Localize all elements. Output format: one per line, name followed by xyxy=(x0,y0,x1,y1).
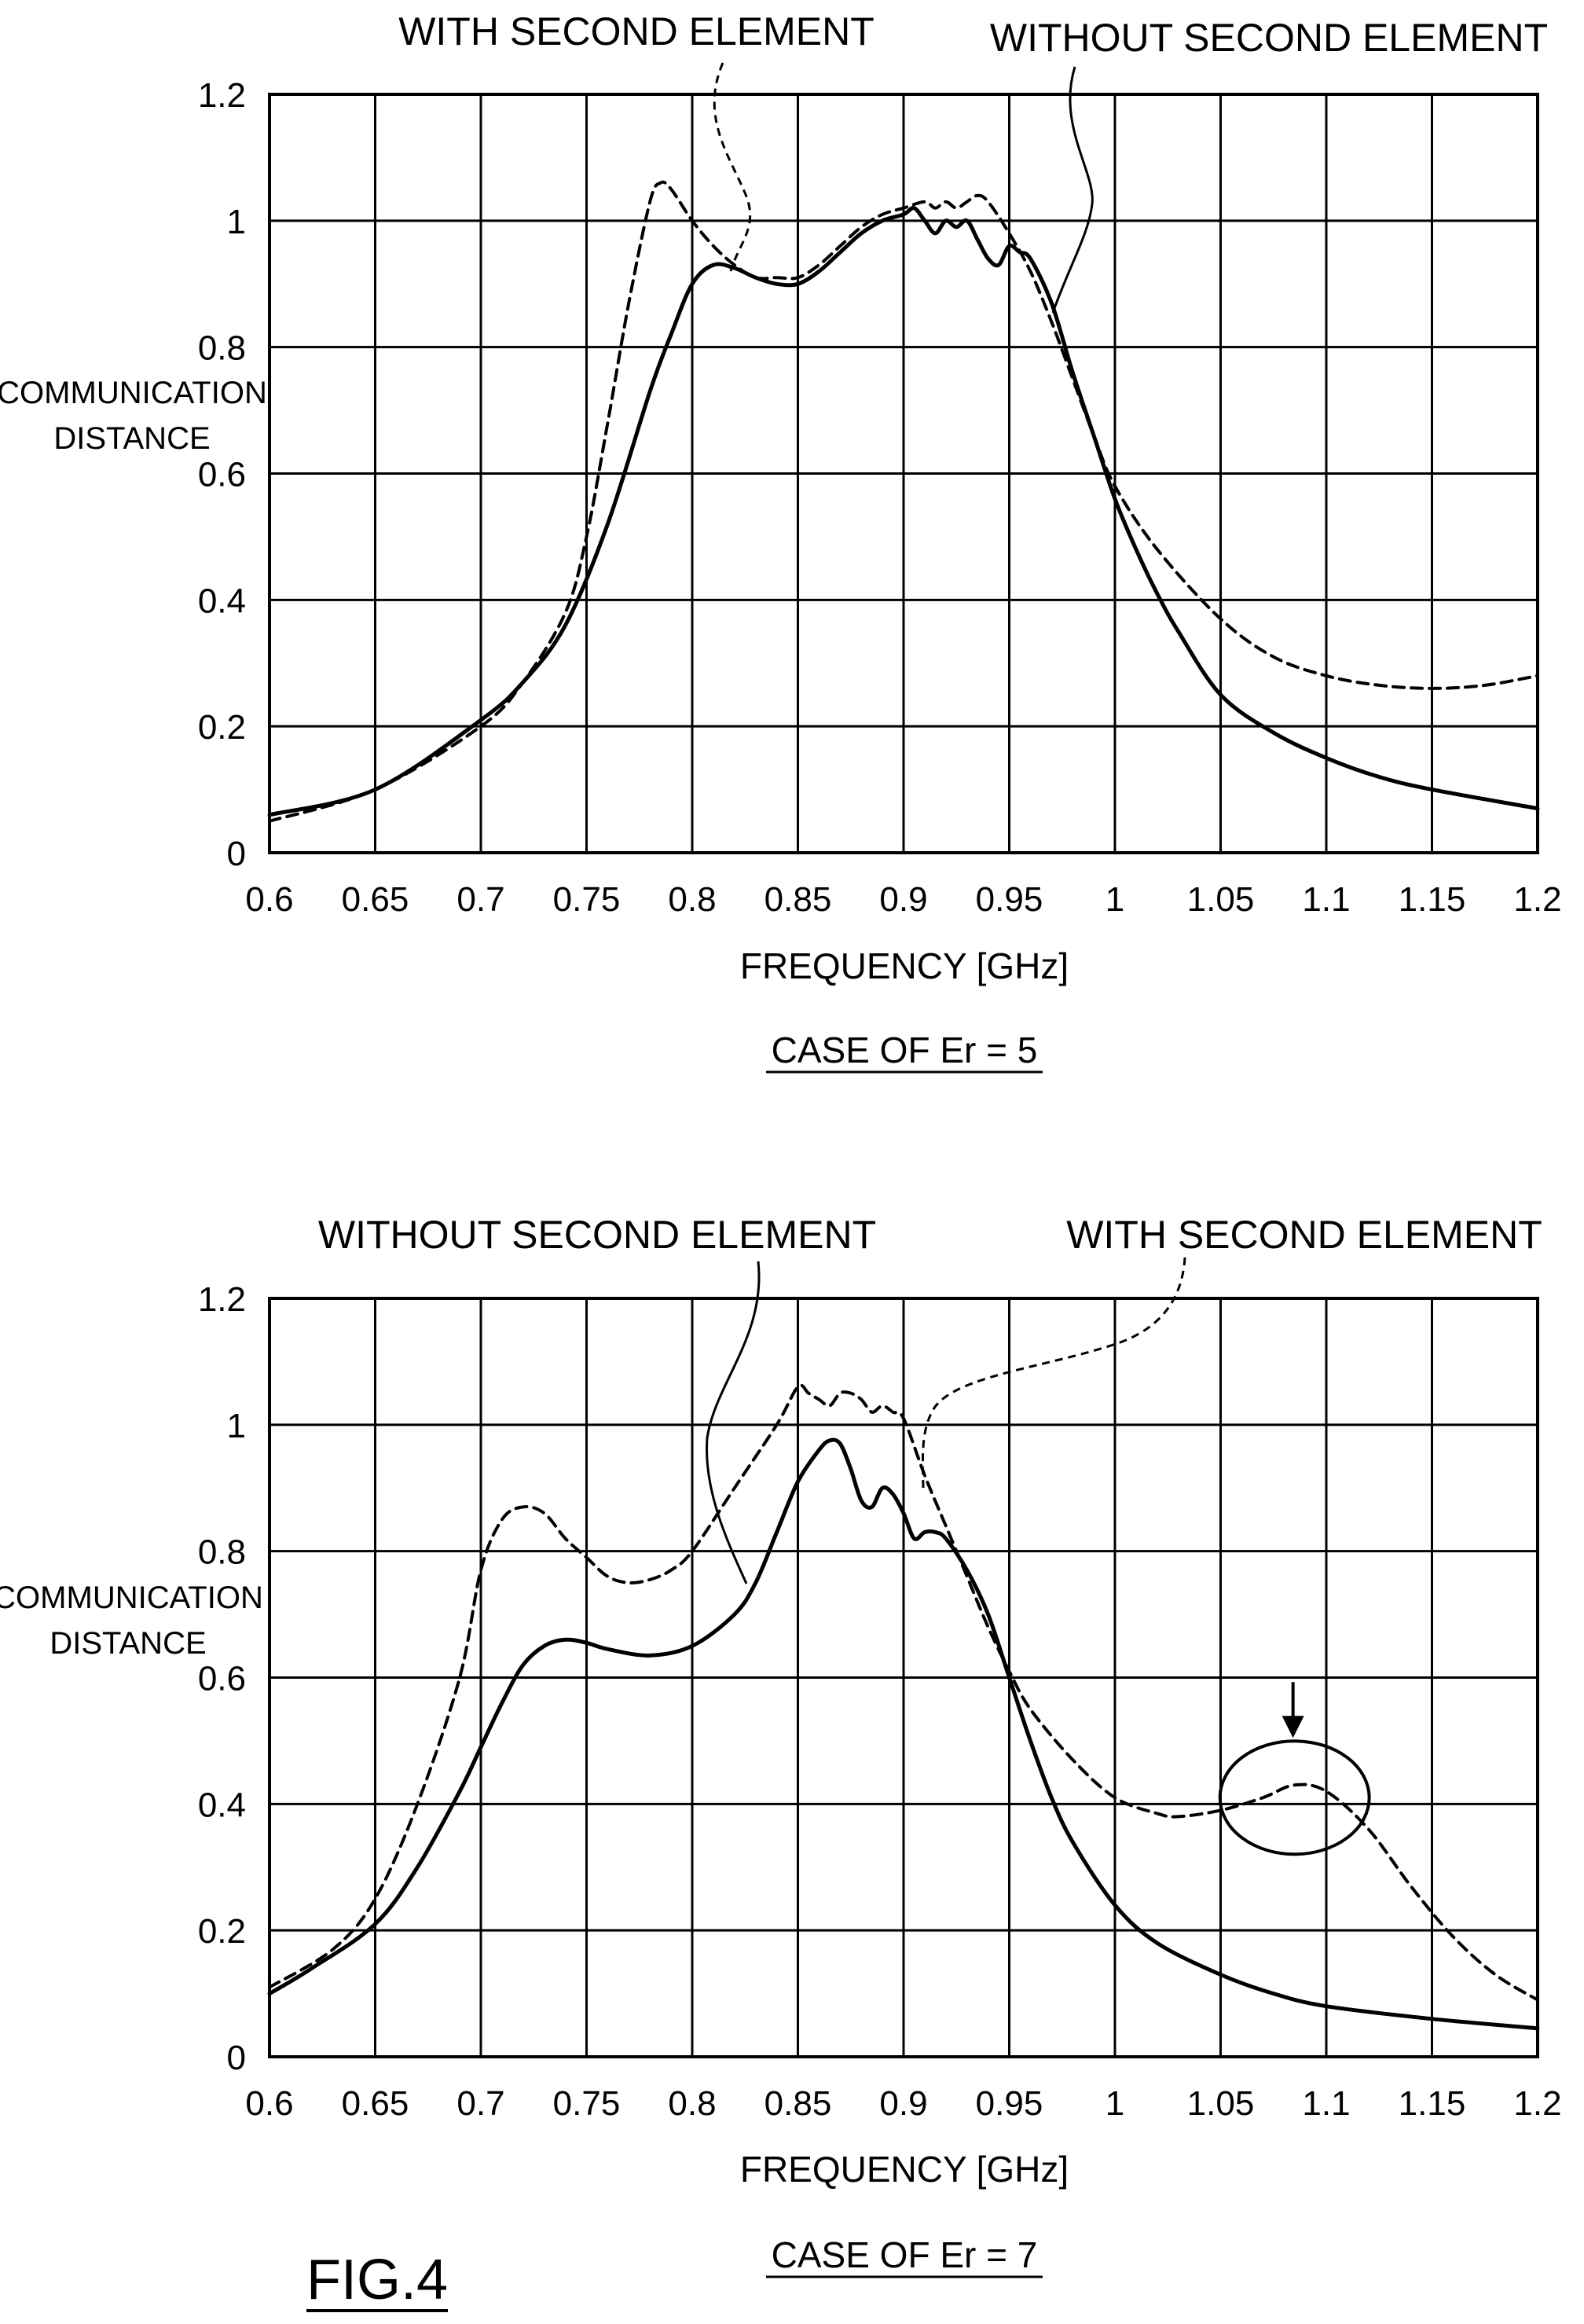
plot-frame xyxy=(268,93,1539,854)
x-tick-label: 0.65 xyxy=(342,880,409,919)
x-tick-label: 0.65 xyxy=(342,2084,409,2123)
y-tick-label: 1 xyxy=(227,1407,246,1445)
y-tick-label: 0.4 xyxy=(198,582,246,620)
x-tick-label: 0.85 xyxy=(764,880,832,919)
annotation-with-second-element: WITH SECOND ELEMENT xyxy=(1066,1213,1542,1257)
x-tick-label: 0.9 xyxy=(879,880,927,919)
y-axis-label-line-2: DISTANCE xyxy=(50,1626,206,1661)
series-group xyxy=(267,180,1540,823)
grid xyxy=(268,1297,1539,2058)
x-tick-label: 0.95 xyxy=(976,2084,1043,2123)
leader-line-without xyxy=(706,1261,761,1584)
y-tick-label: 0.8 xyxy=(198,1533,246,1572)
annotation-with-second-element: WITH SECOND ELEMENT xyxy=(398,9,874,53)
x-tick-label: 1.1 xyxy=(1302,880,1350,919)
y-tick-label: 0.4 xyxy=(198,1786,246,1824)
y-tick-label: 0.6 xyxy=(198,1660,246,1698)
leader-line-with xyxy=(921,1257,1186,1494)
highlight-arrow-icon xyxy=(1282,1716,1304,1738)
x-tick-label: 1.05 xyxy=(1187,2084,1255,2123)
x-tick-label: 0.8 xyxy=(668,880,716,919)
leader-line-with xyxy=(713,62,752,272)
y-axis-label-line-1: COMMUNICATION xyxy=(0,376,267,410)
x-tick-label: 0.95 xyxy=(976,880,1043,919)
x-tick-label: 0.6 xyxy=(245,880,293,919)
x-tick-label: 0.7 xyxy=(456,2084,504,2123)
y-tick-labels: 0 0.2 0.4 0.6 0.8 1 1.2 xyxy=(198,76,246,873)
x-tick-label: 0.6 xyxy=(245,2084,293,2123)
y-tick-label: 1 xyxy=(227,203,246,241)
chart-er7: 0.6 0.65 0.7 0.75 0.8 0.85 0.9 0.95 1 1.05 1.1 1.15… xyxy=(0,1213,1562,2278)
y-tick-label: 0 xyxy=(227,2039,246,2077)
y-tick-label: 0.2 xyxy=(198,708,246,747)
y-tick-label: 1.2 xyxy=(198,76,246,115)
y-tick-label: 0.8 xyxy=(198,329,246,368)
x-tick-labels: 0.6 0.65 0.7 0.75 0.8 0.85 0.9 0.95 1 1.05 1.1 1.15… xyxy=(245,880,1561,919)
highlight-ellipse xyxy=(1218,1739,1371,1856)
series-line-dashed xyxy=(268,1383,1539,2002)
y-tick-label: 0.6 xyxy=(198,456,246,494)
y-axis-label-line-1: COMMUNICATION xyxy=(0,1581,263,1615)
annotation-without-second-element: WITHOUT SECOND ELEMENT xyxy=(990,16,1548,60)
x-axis-label: FREQUENCY [GHz] xyxy=(740,945,1069,986)
x-tick-label: 1.15 xyxy=(1399,2084,1466,2123)
y-tick-label: 0 xyxy=(227,835,246,873)
highlight-group xyxy=(1218,1682,1371,1856)
x-tick-label: 1 xyxy=(1106,880,1124,919)
x-tick-label: 0.85 xyxy=(764,2084,832,2123)
annotation-without-second-element: WITHOUT SECOND ELEMENT xyxy=(318,1213,876,1257)
y-axis-label-line-2: DISTANCE xyxy=(53,421,210,456)
y-tick-label: 1.2 xyxy=(198,1280,246,1319)
series-group xyxy=(267,1383,1540,2031)
x-tick-label: 1.1 xyxy=(1302,2084,1350,2123)
y-tick-label: 0.2 xyxy=(198,1912,246,1951)
x-tick-label: 0.8 xyxy=(668,2084,716,2123)
x-tick-label: 1.2 xyxy=(1513,880,1561,919)
x-tick-label: 0.75 xyxy=(553,880,621,919)
x-tick-label: 0.9 xyxy=(879,2084,927,2123)
x-tick-labels: 0.6 0.65 0.7 0.75 0.8 0.85 0.9 0.95 1 1.05 1.1 1.15… xyxy=(245,2084,1561,2123)
leader-line-without xyxy=(1051,66,1094,314)
chart-caption: CASE OF Er = 5 xyxy=(772,1030,1038,1070)
chart-er5: 0.6 0.65 0.7 0.75 0.8 0.85 0.9 0.95 1 1.05 1.1 1.15… xyxy=(0,9,1562,1074)
x-tick-label: 1.05 xyxy=(1187,880,1255,919)
plot-frame xyxy=(268,1297,1539,2058)
series-line-solid xyxy=(267,1437,1540,2031)
x-axis-label: FREQUENCY [GHz] xyxy=(740,2149,1069,2190)
series-line-dashed xyxy=(268,180,1539,823)
y-tick-labels: 0 0.2 0.4 0.6 0.8 1 1.2 xyxy=(198,1280,246,2077)
x-tick-label: 0.7 xyxy=(456,880,504,919)
x-tick-label: 1.15 xyxy=(1399,880,1466,919)
figure-label: FIG.4 xyxy=(306,2249,448,2311)
x-tick-label: 1 xyxy=(1106,2084,1124,2123)
x-tick-label: 0.75 xyxy=(553,2084,621,2123)
chart-caption: CASE OF Er = 7 xyxy=(772,2234,1038,2275)
x-tick-label: 1.2 xyxy=(1513,2084,1561,2123)
series-line-solid xyxy=(267,206,1540,817)
